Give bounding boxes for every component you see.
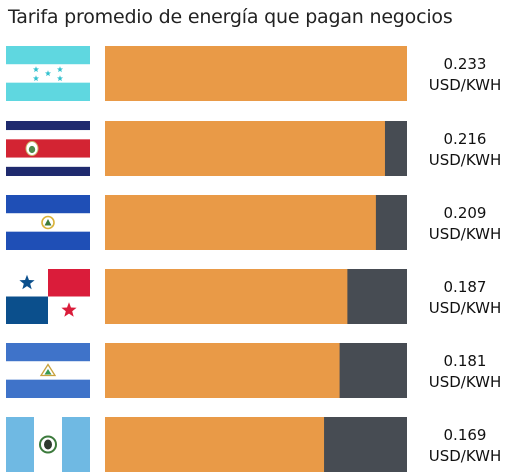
bar [105,269,348,324]
value-unit: USD/KWH [428,151,502,169]
panama-flag-icon [6,269,90,324]
guatemala-flag-icon [6,417,90,472]
value-number: 0.209 [443,204,487,222]
value-label: 0.233 USD/KWH [410,54,520,96]
bar [105,121,385,176]
bar [105,343,340,398]
chart-title: Tarifa promedio de energía que pagan neg… [8,6,453,28]
value-unit: USD/KWH [428,299,502,317]
value-number: 0.233 [443,55,487,73]
value-label: 0.209 USD/KWH [410,203,520,245]
value-unit: USD/KWH [428,447,502,465]
value-unit: USD/KWH [428,373,502,391]
nicaragua-flag-icon [6,343,90,398]
costa-rica-flag-icon [6,121,90,176]
value-label: 0.169 USD/KWH [410,425,520,467]
value-number: 0.169 [443,426,487,444]
value-label: 0.216 USD/KWH [410,129,520,171]
el-salvador-flag-icon [6,195,90,250]
value-unit: USD/KWH [428,225,502,243]
bar [105,195,376,250]
value-number: 0.216 [443,130,487,148]
value-unit: USD/KWH [428,76,502,94]
bar [105,46,407,101]
value-number: 0.181 [443,352,487,370]
value-label: 0.181 USD/KWH [410,351,520,393]
value-number: 0.187 [443,278,487,296]
bar [105,417,325,472]
value-label: 0.187 USD/KWH [410,277,520,319]
honduras-flag-icon [6,46,90,101]
